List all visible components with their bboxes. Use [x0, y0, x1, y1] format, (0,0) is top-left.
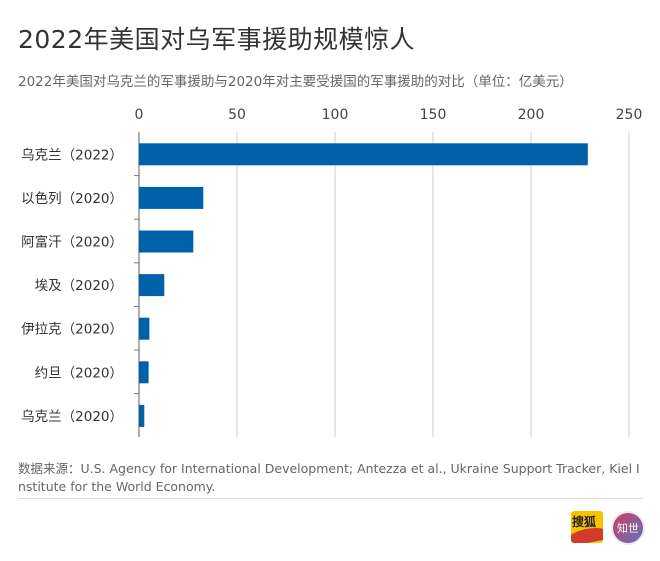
category-label: 伊拉克（2020）	[21, 322, 123, 338]
x-tick-label: 0	[135, 107, 144, 123]
source-note: 数据来源：U.S. Agency for International Devel…	[18, 461, 640, 494]
category-label: 乌克兰（2020）	[21, 409, 123, 425]
x-tick-label: 100	[322, 107, 349, 123]
x-tick-label: 200	[518, 107, 545, 123]
x-tick-label: 50	[228, 107, 246, 123]
bar	[139, 274, 165, 297]
bar	[139, 143, 588, 166]
bar	[139, 317, 150, 340]
divider	[18, 498, 643, 499]
x-tick-label: 250	[616, 107, 643, 123]
x-tick-label: 150	[420, 107, 447, 123]
sohu-logo: 搜狐	[571, 511, 603, 543]
category-label: 乌克兰（2022）	[21, 147, 123, 163]
category-label: 阿富汗（2020）	[21, 234, 123, 251]
category-label: 以色列（2020）	[21, 190, 123, 207]
bar	[139, 404, 145, 427]
category-label: 约旦（2020）	[35, 365, 123, 381]
bar	[139, 361, 149, 384]
bar	[139, 230, 194, 253]
bar-chart: 0 50 100 150 200 250 乌克兰（2022） 以色列（2020） 阿富汗（202…	[21, 107, 643, 437]
category-label: 埃及（2020）	[35, 278, 123, 294]
bar	[139, 186, 204, 209]
chart-subtitle: 2022年美国对乌克兰的军事援助与2020年对主要受援国的军事援助的对比（单位：…	[18, 74, 573, 90]
zhishi-logo: 知世	[611, 511, 645, 545]
chart-title: 2022年美国对乌军事援助规模惊人	[18, 25, 416, 54]
